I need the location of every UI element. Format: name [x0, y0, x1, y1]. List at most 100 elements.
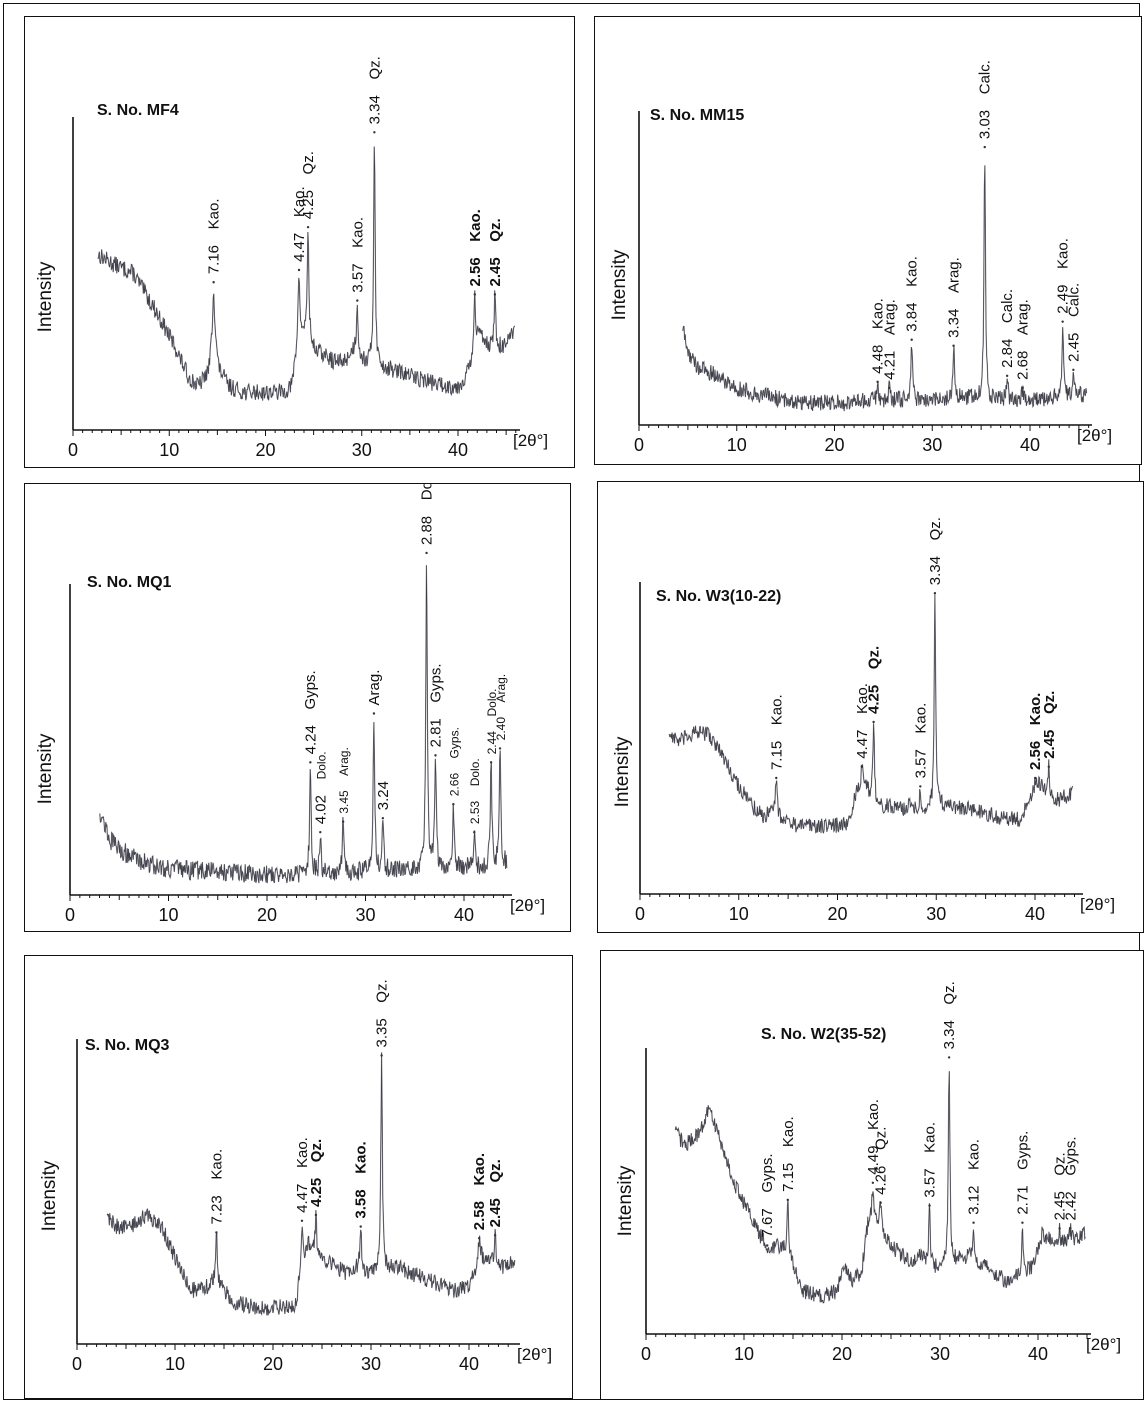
peak-d-spacing-label: 7.67: [759, 1208, 776, 1237]
chart-svg-mm15: 0 10 20 30 40 [2θ°] S. No. MM15 Intensity 4.48 Ka…: [609, 60, 1112, 455]
y-axis-label: Intensity: [609, 249, 630, 320]
peak-mineral-label: Kao.: [467, 209, 484, 242]
peak-marker: [473, 830, 476, 834]
peak-marker: [933, 592, 937, 595]
peak-marker: [1005, 374, 1009, 378]
chart-svg-mq1: 0 10 20 30 40 [2θ°] S. No. MQ1 Intensity 4.24 Gyp…: [35, 484, 545, 925]
peak-mineral-label: Dolo.: [419, 484, 436, 500]
peak-marker: [860, 765, 864, 768]
peak-d-spacing-label: 4.26: [873, 1166, 890, 1195]
peak-d-spacing-label: 7.16: [206, 245, 223, 274]
chart-panel-w3: 0 10 20 30 40 [2θ°] S. No. W3(10-22) Intensity 7…: [597, 481, 1144, 933]
peak-d-spacing-label: 4.02: [312, 795, 329, 824]
peak-d-spacing-label: 2.45: [487, 1198, 504, 1227]
chart-svg-mf4: 0 10 20 30 40 [2θ°] S. No. MF4 Intensity 7.16 Kao…: [35, 56, 548, 460]
peak-marker: [1069, 1227, 1072, 1230]
peak-d-spacing-label: 2.66: [447, 773, 461, 797]
x-tick-label: 10: [165, 1354, 185, 1374]
sample-title: S. No. W2(35-52): [761, 1026, 886, 1043]
peak-mineral-label: Arag.: [881, 299, 898, 335]
peak-marker: [372, 712, 376, 715]
peak-mineral-label: Calc.: [1065, 283, 1082, 317]
x-axis-unit: [2θ°]: [513, 431, 548, 450]
sample-title: S. No. MM15: [650, 107, 744, 124]
peak-marker: [1021, 1221, 1024, 1224]
sample-title: S. No. MF4: [97, 102, 179, 119]
peak-d-spacing-label: 7.15: [780, 1163, 797, 1192]
y-axis-label: Intensity: [612, 736, 633, 807]
diffraction-trace-light: [97, 146, 516, 401]
peak-mineral-label: Gyps.: [427, 663, 444, 702]
peak-marker: [872, 720, 875, 724]
x-tick-label: 20: [255, 440, 275, 460]
x-tick-label: 40: [454, 905, 474, 925]
peak-marker: [314, 1213, 318, 1217]
peak-marker: [1072, 368, 1075, 372]
peak-mineral-label: Kao.: [780, 1116, 797, 1147]
peak-mineral-label: Gyps.: [302, 670, 319, 709]
peak-d-spacing-label: 3.34: [946, 309, 963, 338]
chart-panel-mq3: 0 10 20 30 40 [2θ°] S. No. MQ3 Intensity 7.23 Kao…: [24, 955, 573, 1399]
diffraction-trace: [106, 1052, 516, 1316]
x-tick-label: 40: [1025, 904, 1045, 924]
peak-d-spacing-label: 2.45: [1052, 1191, 1069, 1220]
peak-mineral-label: Gyps.: [1014, 1131, 1031, 1170]
peak-d-spacing-label: 4.49: [865, 1146, 882, 1175]
peak-d-spacing-label: 3.35: [374, 1018, 391, 1047]
peak-d-spacing-label: 2.58: [471, 1201, 488, 1230]
peak-mineral-label: Qz.: [366, 56, 383, 79]
peak-d-spacing-label: 4.25: [300, 190, 317, 219]
x-tick-label: 30: [922, 435, 942, 455]
peak-d-spacing-label: 2.71: [1014, 1185, 1031, 1214]
peak-mineral-label: Arag.: [337, 747, 351, 776]
peak-mineral-label: Qz.: [308, 1139, 325, 1162]
peak-mineral-label: Kao.: [471, 1153, 488, 1186]
x-tick-label: 40: [448, 440, 468, 460]
x-axis-unit: [2θ°]: [1086, 1335, 1121, 1354]
peak-mineral-label: Calc.: [999, 289, 1016, 323]
peak-marker: [309, 761, 312, 764]
peak-mineral-label: Kao.: [206, 199, 223, 230]
peak-mineral-label: Arag.: [494, 674, 508, 703]
peak-marker: [928, 1204, 931, 1207]
x-axis-unit: [2θ°]: [1077, 426, 1112, 445]
diffraction-trace: [675, 1071, 1086, 1304]
diffraction-trace: [97, 146, 515, 401]
x-tick-label: 10: [159, 440, 179, 460]
peak-d-spacing-label: 2.88: [419, 516, 436, 545]
peak-marker: [1047, 765, 1050, 768]
peak-mineral-label: Qz.: [873, 1127, 890, 1150]
peak-mineral-label: Kao.: [922, 1122, 939, 1153]
x-tick-label: 20: [263, 1354, 283, 1374]
peak-marker: [477, 1237, 481, 1240]
diffraction-trace: [682, 165, 1087, 412]
peak-d-spacing-label: 2.56: [467, 257, 484, 286]
peak-mineral-label: Kao.: [865, 1099, 882, 1130]
peak-mineral-label: Dolo.: [314, 751, 328, 779]
x-tick-label: 30: [926, 904, 946, 924]
peak-mineral-label: Calc.: [977, 60, 994, 94]
x-tick-label: 30: [361, 1354, 381, 1374]
x-tick-label: 0: [65, 905, 75, 925]
peak-mineral-label: Kao.: [966, 1139, 983, 1170]
y-axis-label: Intensity: [615, 1165, 636, 1236]
x-axis-unit: [2θ°]: [517, 1345, 552, 1364]
peak-mineral-label: Qz.: [1041, 691, 1058, 714]
peak-mineral-label: Qz.: [1052, 1152, 1069, 1175]
peak-d-spacing-label: 4.47: [294, 1184, 311, 1213]
peak-marker: [359, 1225, 362, 1228]
peak-d-spacing-label: 2.45: [1041, 730, 1058, 759]
x-tick-label: 20: [257, 905, 277, 925]
diffraction-trace: [99, 565, 508, 884]
peak-d-spacing-label: 2.56: [1027, 741, 1044, 770]
peak-d-spacing-label: 3.57: [912, 749, 929, 778]
peak-d-spacing-label: 2.45: [487, 257, 504, 286]
peak-marker: [381, 817, 385, 820]
chart-svg-mq3: 0 10 20 30 40 [2θ°] S. No. MQ3 Intensity 7.23 Kao…: [39, 979, 552, 1374]
peak-d-spacing-label: 3.58: [353, 1189, 370, 1218]
peak-d-spacing-label: 4.47: [291, 233, 308, 262]
peak-d-spacing-label: 2.81: [427, 718, 444, 747]
peak-mineral-label: Kao.: [1027, 693, 1044, 726]
peak-mineral-label: Kao.: [291, 186, 308, 217]
peak-mineral-label: Kao.: [768, 694, 785, 725]
